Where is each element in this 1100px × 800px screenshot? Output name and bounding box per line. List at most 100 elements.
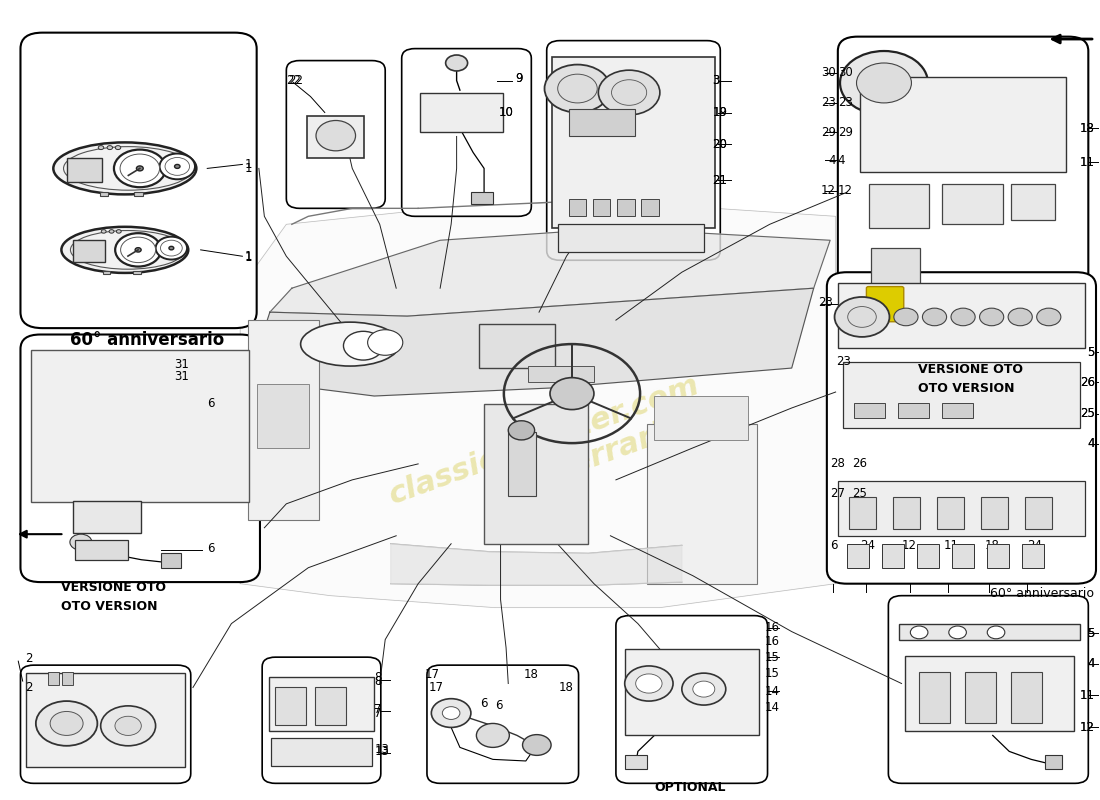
Circle shape (121, 237, 156, 262)
Text: 12: 12 (821, 184, 836, 198)
Text: 22: 22 (288, 74, 304, 87)
Bar (420, 93, 503, 133)
Text: 20: 20 (713, 138, 727, 151)
Text: 11: 11 (1080, 155, 1094, 169)
Text: 18: 18 (524, 668, 539, 682)
Text: 60° anniversario: 60° anniversario (70, 331, 224, 349)
Text: 26: 26 (852, 458, 867, 470)
Bar (937, 498, 965, 530)
Text: 11: 11 (1080, 155, 1094, 169)
Text: 11: 11 (1080, 689, 1094, 702)
Text: 6: 6 (207, 542, 215, 555)
Text: OTO VERSION: OTO VERSION (62, 599, 157, 613)
Text: 5: 5 (1088, 346, 1094, 358)
Text: 11: 11 (1080, 689, 1094, 702)
Text: 25: 25 (1080, 407, 1094, 420)
Bar (275, 686, 306, 725)
Circle shape (98, 146, 103, 150)
Text: 1: 1 (244, 250, 252, 262)
Bar (849, 498, 877, 530)
Text: 15: 15 (764, 650, 779, 664)
FancyBboxPatch shape (427, 665, 579, 783)
Bar (625, 754, 647, 769)
Text: 6: 6 (207, 398, 215, 410)
Ellipse shape (64, 146, 192, 190)
Bar (900, 624, 1079, 639)
Bar (943, 184, 1002, 224)
Circle shape (442, 706, 460, 719)
Bar (654, 396, 748, 440)
Circle shape (558, 74, 597, 103)
Bar (917, 544, 939, 568)
FancyBboxPatch shape (547, 41, 721, 260)
Text: 9: 9 (515, 73, 522, 86)
Text: 31: 31 (174, 370, 189, 382)
Bar (478, 324, 556, 368)
Text: 21: 21 (713, 174, 727, 187)
Bar (271, 738, 372, 766)
Text: 4: 4 (1088, 438, 1094, 450)
Bar (838, 282, 1085, 348)
Text: 6: 6 (480, 697, 487, 710)
Polygon shape (248, 288, 814, 396)
Bar (63, 672, 74, 685)
Text: 26: 26 (1080, 376, 1094, 389)
Circle shape (116, 716, 141, 735)
FancyBboxPatch shape (21, 33, 256, 328)
Circle shape (952, 308, 976, 326)
Text: 8: 8 (374, 671, 382, 685)
Text: 20: 20 (713, 138, 727, 151)
Bar (641, 198, 659, 216)
Circle shape (987, 626, 1004, 638)
Circle shape (116, 233, 161, 266)
Circle shape (160, 154, 195, 179)
Text: 18: 18 (986, 539, 1000, 552)
Bar (987, 544, 1009, 568)
Bar (100, 192, 109, 196)
Bar (569, 109, 635, 137)
Circle shape (107, 146, 112, 150)
Text: 4: 4 (1088, 657, 1094, 670)
Text: 6: 6 (495, 698, 503, 711)
FancyBboxPatch shape (286, 61, 385, 208)
Bar (855, 403, 886, 418)
Text: 4: 4 (838, 154, 845, 167)
Text: 4: 4 (1088, 438, 1094, 450)
Text: 30: 30 (821, 66, 836, 79)
Circle shape (36, 701, 98, 746)
Circle shape (70, 534, 92, 550)
Text: 25: 25 (852, 487, 867, 500)
Circle shape (117, 230, 121, 233)
Text: 11: 11 (944, 539, 958, 552)
Circle shape (1008, 308, 1032, 326)
Bar (48, 672, 59, 685)
Bar (134, 192, 143, 196)
Circle shape (693, 681, 715, 697)
Text: 13: 13 (374, 745, 389, 758)
Bar (256, 384, 309, 448)
FancyBboxPatch shape (21, 334, 260, 582)
Text: VERSIONE OTO: VERSIONE OTO (62, 581, 166, 594)
Text: 2: 2 (25, 681, 32, 694)
Circle shape (848, 306, 877, 327)
Text: 18: 18 (1080, 122, 1094, 135)
Bar (625, 649, 759, 735)
Text: 17: 17 (429, 681, 444, 694)
Text: 23: 23 (818, 296, 834, 309)
Circle shape (544, 65, 610, 113)
Text: 5: 5 (1088, 626, 1094, 640)
Text: 28: 28 (830, 458, 845, 470)
Text: 10: 10 (498, 106, 514, 119)
Bar (899, 403, 930, 418)
Text: 4: 4 (828, 154, 836, 167)
Bar (484, 404, 588, 544)
Bar (981, 498, 1008, 530)
Text: 10: 10 (498, 106, 514, 119)
Text: 1: 1 (244, 162, 252, 175)
Circle shape (522, 734, 551, 755)
Bar (871, 248, 921, 284)
Polygon shape (270, 228, 830, 316)
Text: 23: 23 (821, 97, 836, 110)
Circle shape (431, 698, 471, 727)
Circle shape (51, 711, 84, 735)
